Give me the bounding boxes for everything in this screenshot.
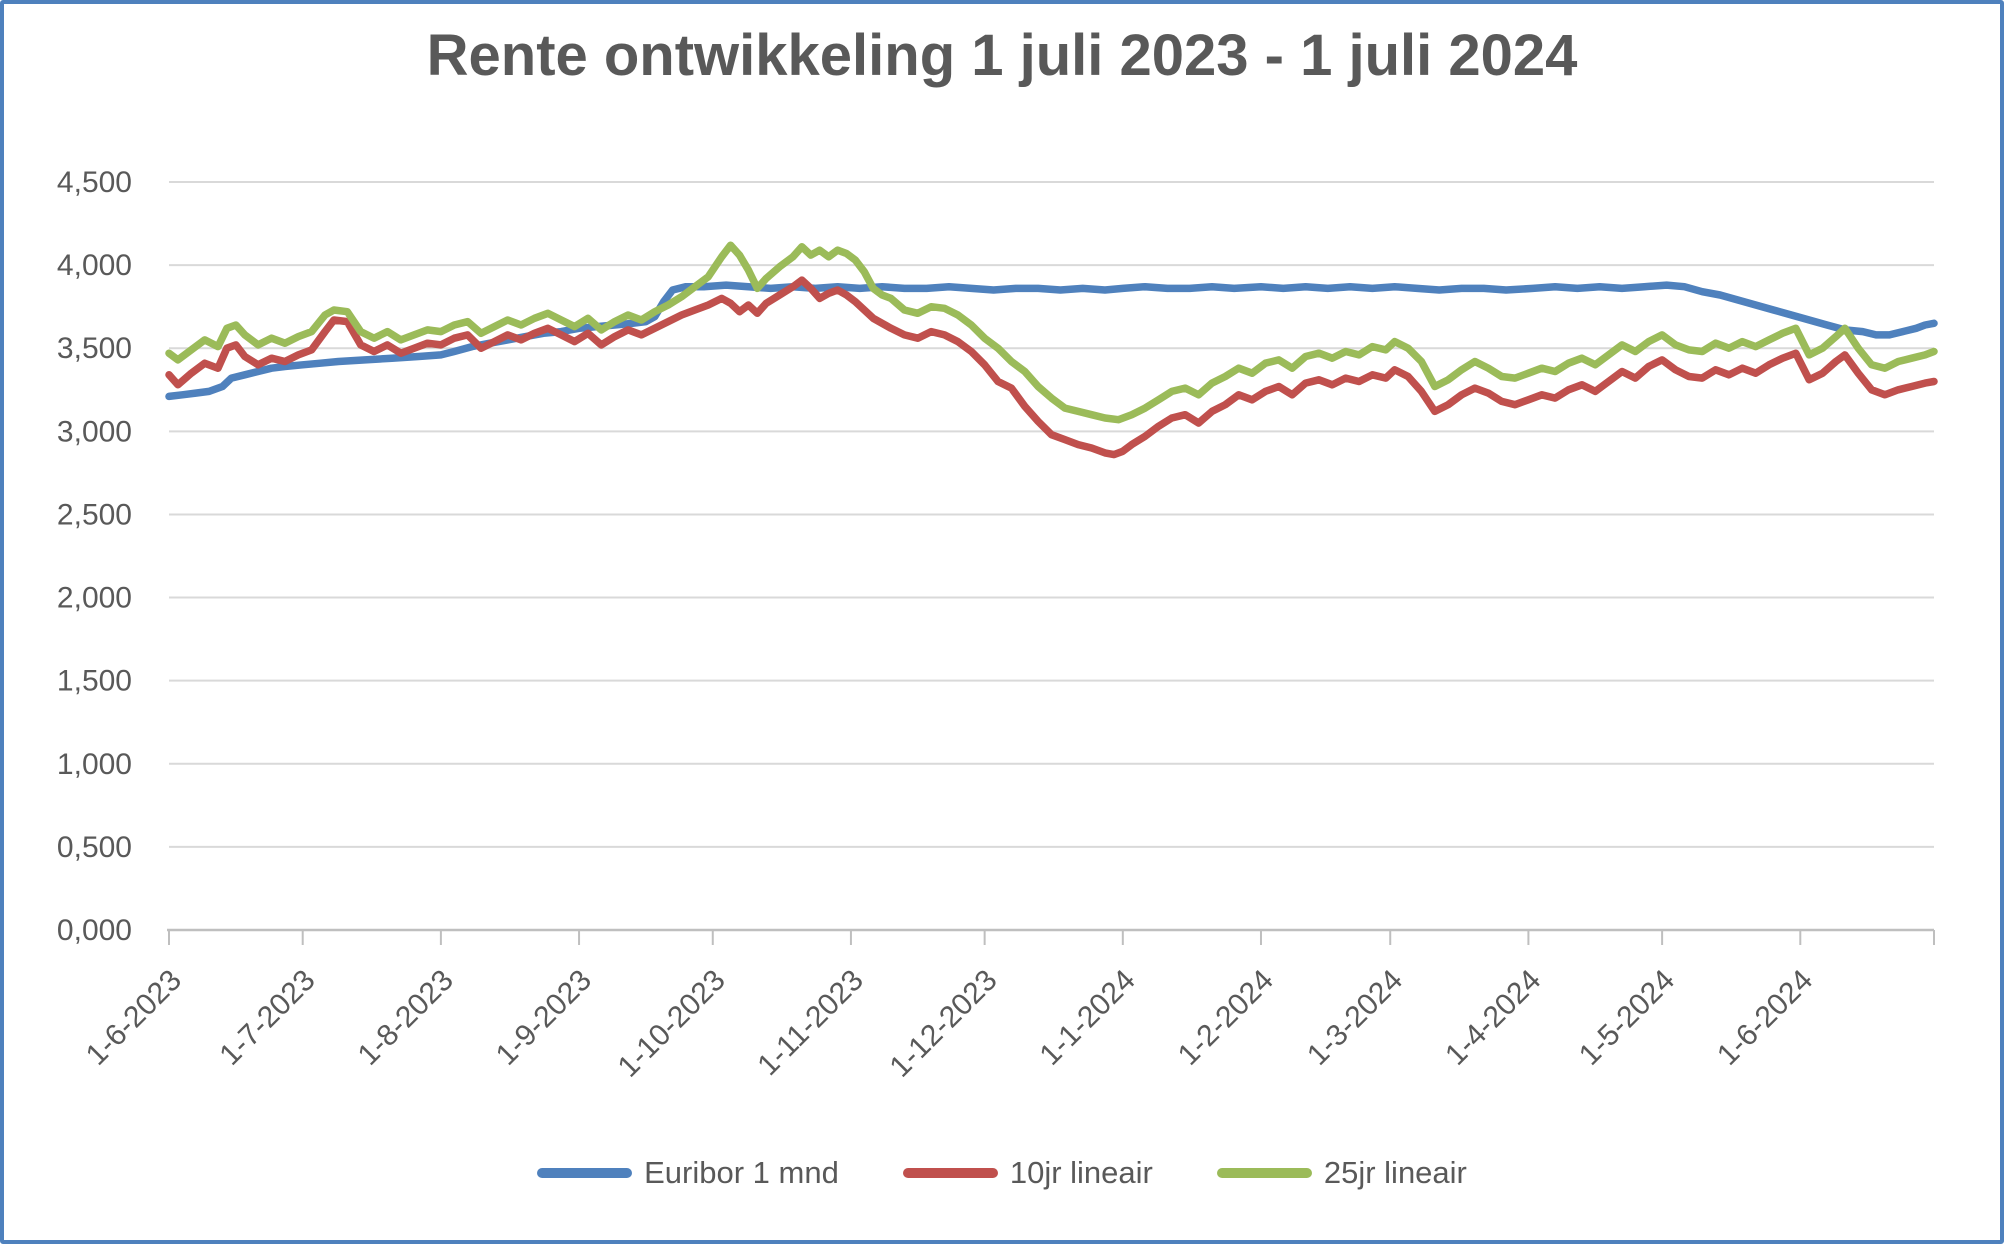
legend: Euribor 1 mnd 10jr lineair 25jr lineair	[4, 1157, 2000, 1188]
legend-item-10jr-lineair: 10jr lineair	[902, 1155, 1153, 1190]
series-line-euribor-1-mnd	[165, 281, 1938, 401]
x-tick-label: 1-2-2024	[1172, 964, 1280, 1072]
legend-label: 10jr lineair	[1009, 1155, 1153, 1190]
x-tick-label: 1-10-2023	[612, 964, 732, 1084]
y-tick-label: 4,000	[57, 249, 132, 282]
x-tick-label: 1-5-2024	[1573, 964, 1681, 1072]
x-tick-label: 1-4-2024	[1439, 964, 1547, 1072]
x-tick-label: 1-6-2024	[1711, 964, 1819, 1072]
x-tick-label: 1-1-2024	[1034, 964, 1142, 1072]
y-tick-label: 4,500	[57, 166, 132, 199]
legend-item-25jr-lineair: 25jr lineair	[1216, 1155, 1467, 1190]
y-tick-label: 0,000	[57, 914, 132, 947]
y-tick-label: 2,500	[57, 498, 132, 531]
x-tick-label: 1-9-2023	[490, 964, 598, 1072]
legend-swatch-line-icon	[902, 1167, 998, 1178]
y-tick-label: 1,000	[57, 748, 132, 781]
y-tick-label: 2,000	[57, 582, 132, 615]
rate-line-chart: 0,000 0,500 1,000 1,500 2,000 2,500 3,000 3,500…	[57, 166, 1938, 1084]
legend-swatch-line-icon	[1216, 1167, 1312, 1178]
x-tick-label: 1-6-2023	[80, 964, 188, 1072]
legend-label: Euribor 1 mnd	[644, 1155, 839, 1190]
y-tick-label: 3,500	[57, 332, 132, 365]
legend-item-euribor-1-mnd: Euribor 1 mnd	[537, 1157, 839, 1188]
chart-title: Rente ontwikkeling 1 juli 2023 - 1 juli …	[426, 23, 1578, 88]
x-tick-label: 1-8-2023	[352, 964, 460, 1072]
x-tick-label: 1-3-2024	[1301, 964, 1409, 1072]
legend-label: 25jr lineair	[1323, 1155, 1467, 1190]
y-tick-label: 3,000	[57, 415, 132, 448]
series-line-25jr-lineair	[165, 241, 1938, 424]
x-tick-label: 1-11-2023	[751, 964, 869, 1082]
series-line-10jr-lineair	[165, 276, 1938, 459]
x-tick-label: 1-7-2023	[213, 964, 321, 1072]
x-tick-label: 1-12-2023	[884, 964, 1004, 1084]
y-tick-label: 0,500	[57, 831, 132, 864]
y-tick-label: 1,500	[57, 665, 132, 698]
legend-swatch-line-icon	[537, 1167, 633, 1178]
